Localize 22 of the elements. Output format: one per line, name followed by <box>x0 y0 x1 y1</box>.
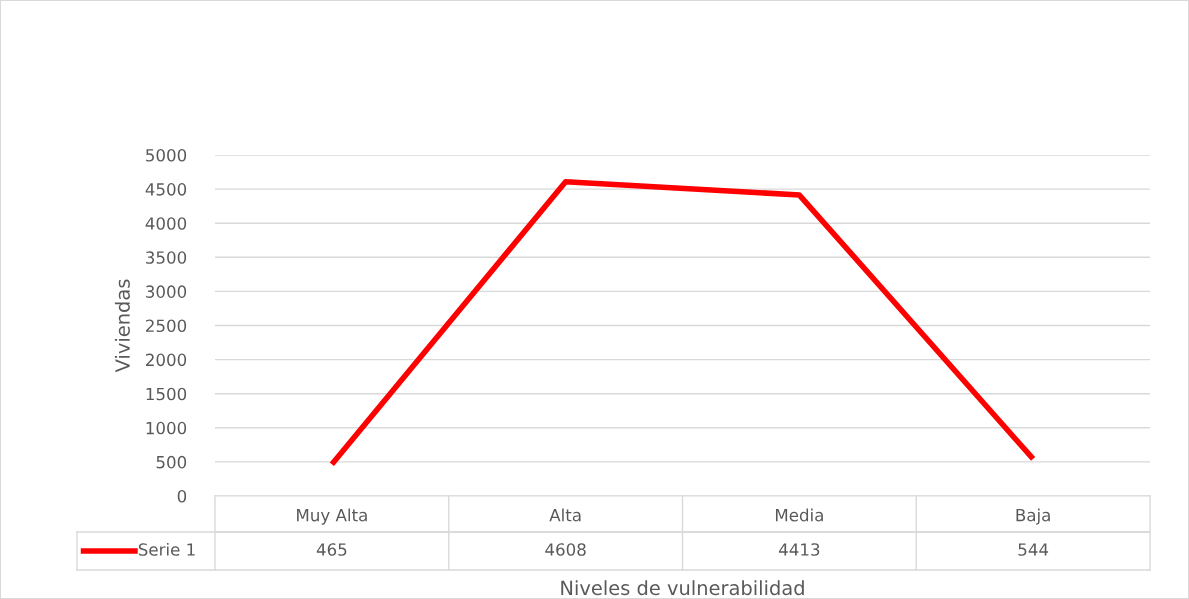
data-label: 4608 <box>545 543 586 556</box>
y-axis-title: Viviendas <box>114 279 130 373</box>
x-tick-label: Media <box>775 508 823 522</box>
y-tick-label: 4000 <box>145 217 187 230</box>
data-label: 465 <box>316 543 347 556</box>
x-tick-label: Muy Alta <box>297 508 367 525</box>
y-tick-label: 0 <box>177 489 187 503</box>
y-tick-label: 1500 <box>146 387 187 401</box>
x-tick-label: Baja <box>1016 508 1050 525</box>
data-label: 4413 <box>778 543 820 556</box>
y-tick-label: 2500 <box>146 319 187 333</box>
data-label: 544 <box>1018 543 1049 556</box>
legend-label: Serie 1 <box>138 542 195 556</box>
y-tick-label: 500 <box>156 455 187 469</box>
x-axis-title: Niveles de vulnerabilidad <box>561 580 804 596</box>
y-tick-label: 1000 <box>146 421 187 435</box>
y-tick-label: 3500 <box>146 251 187 264</box>
y-tick-label: 2000 <box>146 353 187 367</box>
y-tick-label: 4500 <box>145 183 187 196</box>
x-tick-label: Alta <box>549 508 581 522</box>
y-tick-label: 5000 <box>146 148 187 162</box>
y-tick-label: 3000 <box>146 285 187 298</box>
